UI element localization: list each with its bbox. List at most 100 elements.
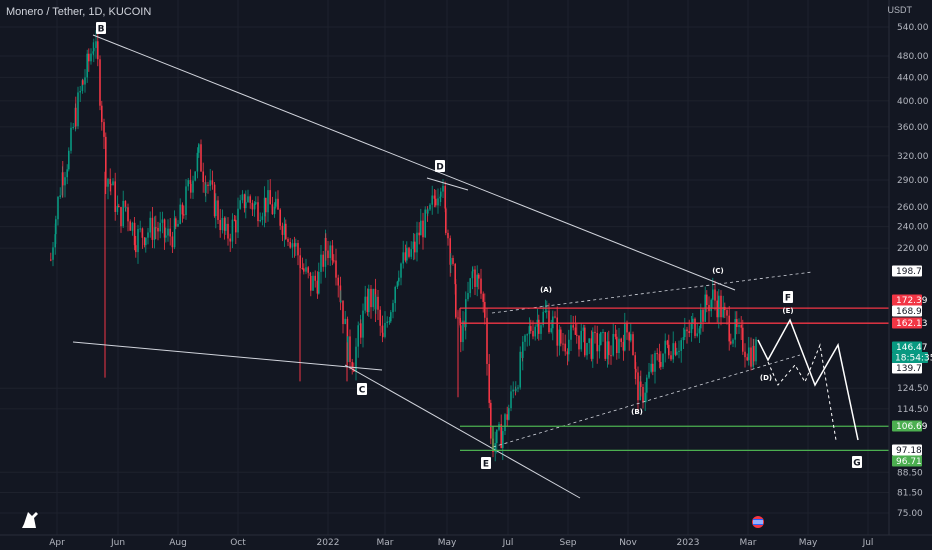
time-tick: 2022	[317, 538, 340, 548]
candle-body	[698, 328, 701, 334]
candle-body	[462, 320, 464, 343]
candle-body	[310, 275, 312, 291]
candle-body	[325, 237, 327, 251]
candle-body	[357, 325, 359, 347]
candle-body	[746, 357, 748, 361]
candle-body	[54, 234, 56, 248]
candle-body	[658, 353, 661, 362]
candle-body	[517, 387, 519, 389]
candle-body	[542, 311, 544, 326]
candle-body	[586, 342, 588, 356]
candle-body	[712, 289, 714, 300]
candle-body	[650, 363, 652, 372]
candle-body	[474, 269, 476, 287]
candle-body	[322, 254, 324, 267]
candle-body	[716, 300, 718, 318]
candle-body	[99, 59, 101, 106]
candle-body	[624, 322, 626, 351]
candle-body	[299, 255, 301, 269]
candle-body	[109, 178, 111, 185]
price-tick: 290.00	[897, 176, 929, 186]
candle-body	[702, 309, 704, 322]
candle-body	[637, 372, 639, 401]
candle-body	[153, 227, 156, 240]
price-tick: 360.00	[897, 123, 929, 133]
candle-body	[662, 353, 664, 367]
candle-body	[396, 281, 399, 287]
candle-body	[287, 239, 289, 242]
candle-body	[668, 344, 670, 356]
candle-body	[344, 318, 346, 325]
candle-body	[72, 127, 74, 129]
candle-body	[271, 204, 274, 215]
candle-body	[414, 241, 416, 253]
price-tick: 88.50	[897, 468, 923, 478]
candle-body	[437, 198, 439, 206]
candle-body	[546, 310, 548, 312]
candle-body	[398, 277, 400, 282]
time-tick: Mar	[740, 538, 757, 548]
candle-body	[360, 323, 362, 338]
candle-body	[692, 318, 694, 323]
candle-body	[66, 169, 68, 178]
candle-body	[340, 300, 342, 303]
candle-body	[200, 144, 202, 172]
candle-body	[596, 332, 598, 352]
candle-body	[530, 326, 532, 331]
candle-body	[696, 333, 698, 336]
candle-body	[515, 388, 517, 391]
candle-body	[744, 351, 746, 358]
candle-body	[149, 217, 151, 233]
candle-body	[127, 207, 129, 222]
wave-label: F	[785, 294, 791, 304]
candle-body	[690, 322, 693, 334]
candle-body	[202, 171, 204, 183]
candle-body	[534, 326, 536, 337]
wave-drawings: B C D E F G (A) (B) (C) (D) (E)	[72, 22, 889, 499]
candle-body	[283, 223, 286, 235]
candle-body	[580, 330, 582, 350]
candle-body	[442, 185, 444, 192]
time-tick: Mar	[377, 538, 394, 548]
price-tick: 75.00	[897, 509, 923, 519]
candle-body	[235, 220, 237, 233]
candle-body	[753, 345, 755, 362]
calendar-flag-icon[interactable]	[752, 516, 764, 528]
candle-body	[351, 362, 353, 369]
price-axis[interactable]: 540.00 480.00 440.00 400.00 360.00 320.00 290.…	[888, 0, 929, 535]
candle-body	[318, 271, 320, 294]
price-level-value: 96.71	[896, 457, 922, 467]
wave-label: (A)	[540, 286, 552, 294]
candle-body	[620, 338, 622, 342]
candle-body	[257, 202, 259, 222]
candle-body	[347, 336, 349, 362]
candle-body	[680, 340, 682, 351]
candle-body	[392, 303, 394, 313]
price-tick: 81.50	[897, 489, 923, 499]
time-axis[interactable]: Apr Jun Aug Oct 2022 Mar May Jul Sep Nov 2023 Mar Ma…	[0, 534, 932, 548]
price-level-value: 172.39	[896, 296, 928, 306]
candle-body	[231, 219, 234, 242]
wave-label-box	[852, 456, 862, 468]
candle-body	[179, 204, 181, 224]
candle-body	[289, 241, 291, 248]
candle-body	[608, 341, 610, 356]
candle-body	[486, 317, 488, 364]
candle-body	[562, 343, 564, 345]
candle-body	[710, 299, 712, 312]
candle-body	[247, 196, 249, 203]
candle-body	[476, 274, 478, 287]
candle-body	[62, 172, 64, 186]
candle-body	[59, 195, 61, 197]
candle-body	[227, 223, 229, 239]
candle-body	[137, 228, 139, 253]
candle-body	[578, 335, 580, 350]
candle-body	[524, 335, 526, 342]
candle-body	[639, 381, 641, 401]
candle-body	[225, 223, 227, 231]
candle-body	[604, 332, 606, 359]
candle-body	[129, 221, 131, 231]
candle-body	[640, 381, 642, 388]
candle-body	[309, 272, 312, 276]
